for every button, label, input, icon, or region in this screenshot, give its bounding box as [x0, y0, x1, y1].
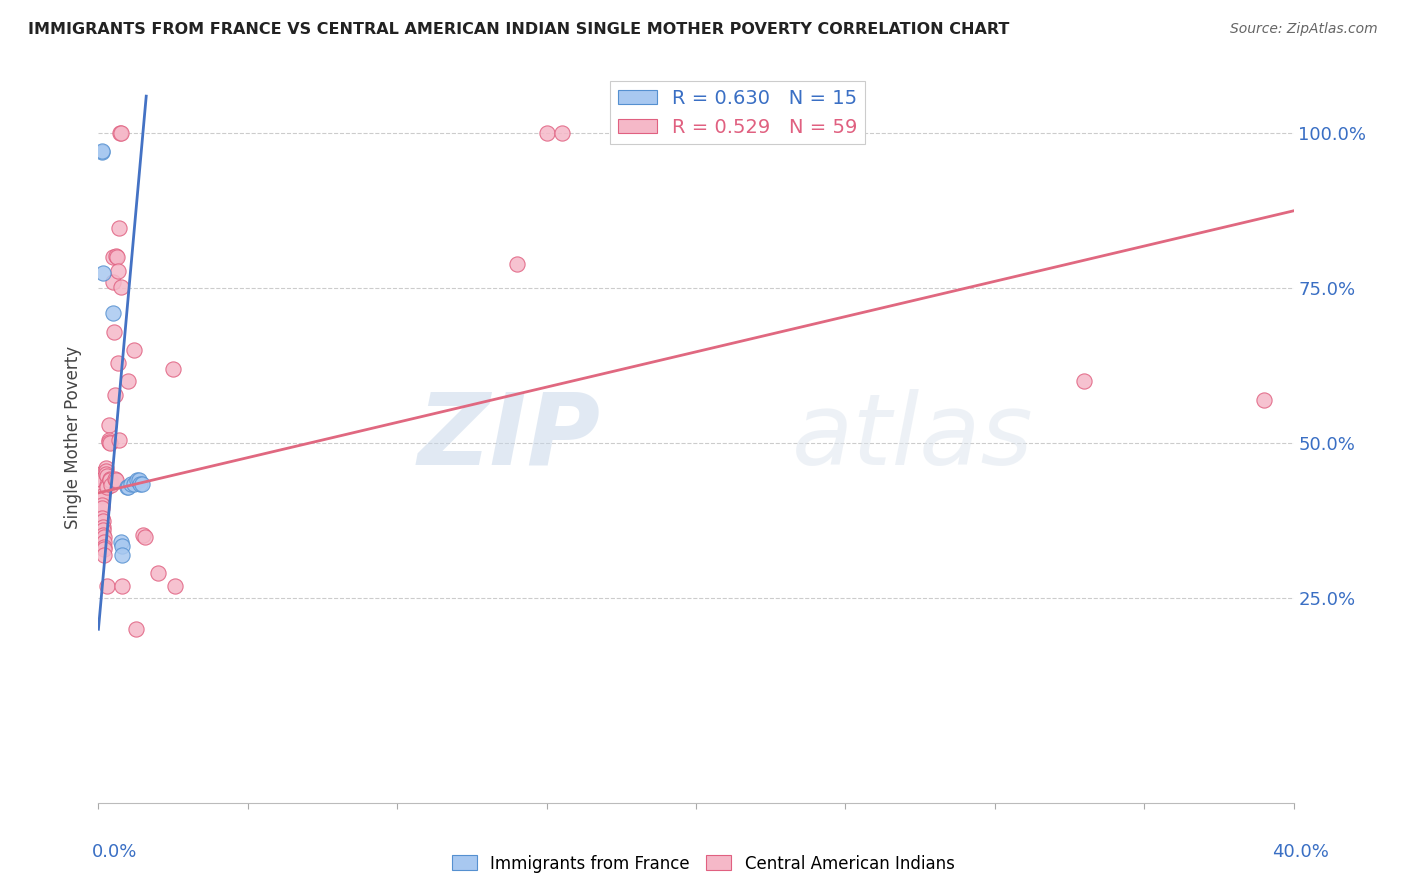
- Point: [108, 220, 131, 235]
- Point: [110, 280, 132, 294]
- Point: [127, 474, 149, 488]
- Point: [506, 256, 529, 270]
- Point: [103, 306, 125, 320]
- Point: [101, 250, 124, 264]
- Point: [108, 126, 131, 140]
- Point: [93, 540, 115, 554]
- Point: [91, 523, 114, 537]
- Point: [96, 579, 118, 593]
- Point: [110, 126, 132, 140]
- Legend: R = 0.630   N = 15, R = 0.529   N = 59: R = 0.630 N = 15, R = 0.529 N = 59: [610, 81, 866, 145]
- Text: ZIP: ZIP: [418, 389, 600, 485]
- Point: [550, 126, 572, 140]
- Point: [98, 435, 121, 450]
- Point: [90, 489, 112, 503]
- Point: [124, 343, 146, 358]
- Text: Source: ZipAtlas.com: Source: ZipAtlas.com: [1230, 22, 1378, 37]
- Point: [111, 548, 134, 562]
- Point: [103, 388, 125, 402]
- Point: [93, 548, 115, 562]
- Y-axis label: Single Mother Poverty: Single Mother Poverty: [65, 345, 83, 529]
- Point: [91, 520, 114, 534]
- Point: [96, 467, 118, 482]
- Point: [94, 461, 117, 475]
- Point: [128, 474, 150, 488]
- Text: 40.0%: 40.0%: [1272, 843, 1329, 861]
- Point: [125, 622, 148, 636]
- Point: [107, 264, 129, 278]
- Point: [100, 478, 122, 492]
- Point: [129, 476, 152, 491]
- Point: [1253, 392, 1275, 407]
- Text: atlas: atlas: [792, 389, 1033, 485]
- Point: [98, 474, 122, 488]
- Point: [90, 474, 112, 488]
- Point: [93, 528, 115, 542]
- Point: [536, 126, 558, 140]
- Point: [91, 144, 114, 158]
- Point: [1073, 374, 1095, 388]
- Point: [120, 476, 142, 491]
- Point: [91, 501, 114, 516]
- Point: [97, 417, 120, 432]
- Point: [107, 433, 129, 447]
- Point: [105, 250, 128, 264]
- Point: [124, 476, 146, 491]
- Point: [91, 266, 114, 280]
- Text: IMMIGRANTS FROM FRANCE VS CENTRAL AMERICAN INDIAN SINGLE MOTHER POVERTY CORRELAT: IMMIGRANTS FROM FRANCE VS CENTRAL AMERIC…: [28, 22, 1010, 37]
- Point: [96, 468, 118, 483]
- Point: [117, 480, 139, 494]
- Point: [111, 579, 134, 593]
- Point: [93, 535, 115, 549]
- Point: [103, 325, 125, 339]
- Point: [115, 480, 138, 494]
- Point: [96, 480, 118, 494]
- Point: [131, 476, 153, 491]
- Point: [90, 467, 112, 482]
- Point: [162, 362, 184, 376]
- Point: [117, 374, 139, 388]
- Point: [90, 474, 112, 488]
- Point: [98, 436, 121, 450]
- Point: [132, 528, 155, 542]
- Point: [93, 531, 115, 545]
- Point: [98, 472, 121, 486]
- Point: [91, 510, 114, 524]
- Point: [104, 472, 127, 486]
- Point: [148, 566, 170, 581]
- Point: [134, 531, 156, 545]
- Point: [90, 486, 112, 500]
- Point: [91, 514, 114, 528]
- Point: [103, 275, 125, 289]
- Point: [98, 433, 121, 447]
- Point: [110, 535, 132, 549]
- Point: [96, 478, 118, 492]
- Legend: Immigrants from France, Central American Indians: Immigrants from France, Central American…: [444, 848, 962, 880]
- Point: [91, 145, 114, 159]
- Point: [93, 541, 115, 556]
- Point: [111, 539, 134, 553]
- Point: [96, 464, 118, 478]
- Point: [107, 356, 129, 370]
- Point: [105, 249, 128, 263]
- Text: 0.0%: 0.0%: [91, 843, 136, 861]
- Point: [163, 579, 186, 593]
- Point: [91, 498, 114, 512]
- Point: [104, 474, 127, 488]
